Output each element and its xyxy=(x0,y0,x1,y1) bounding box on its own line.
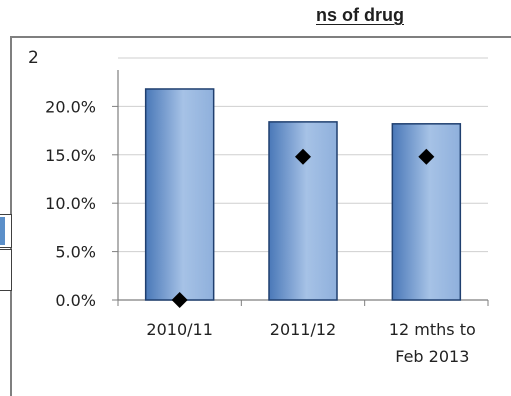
y-tick-label: 20.0% xyxy=(45,97,96,116)
y-tick-label: 5.0% xyxy=(55,243,96,262)
title-occluder xyxy=(230,0,314,36)
scatter-marker xyxy=(171,292,188,308)
partial-axis-label: 2 xyxy=(28,48,39,68)
y-tick-label: 15.0% xyxy=(45,146,96,165)
y-tick-label: 0.0% xyxy=(55,291,96,310)
x-tick-label: Feb 2013 xyxy=(395,347,469,366)
bar xyxy=(268,121,338,301)
chart-title: ns of drug xyxy=(316,5,404,25)
x-tick-label: 2011/12 xyxy=(270,320,336,339)
y-tick-label: 10.0% xyxy=(45,194,96,213)
bar xyxy=(144,88,215,301)
side-panel-edge-top xyxy=(0,214,12,248)
side-panel-edge-bottom xyxy=(0,249,12,291)
x-tick-label: 12 mths to xyxy=(389,320,476,339)
chart-frame-top xyxy=(10,36,511,38)
x-tick-label: 2010/11 xyxy=(146,320,212,339)
scatter-marker xyxy=(295,148,311,165)
scatter-marker xyxy=(418,148,435,165)
